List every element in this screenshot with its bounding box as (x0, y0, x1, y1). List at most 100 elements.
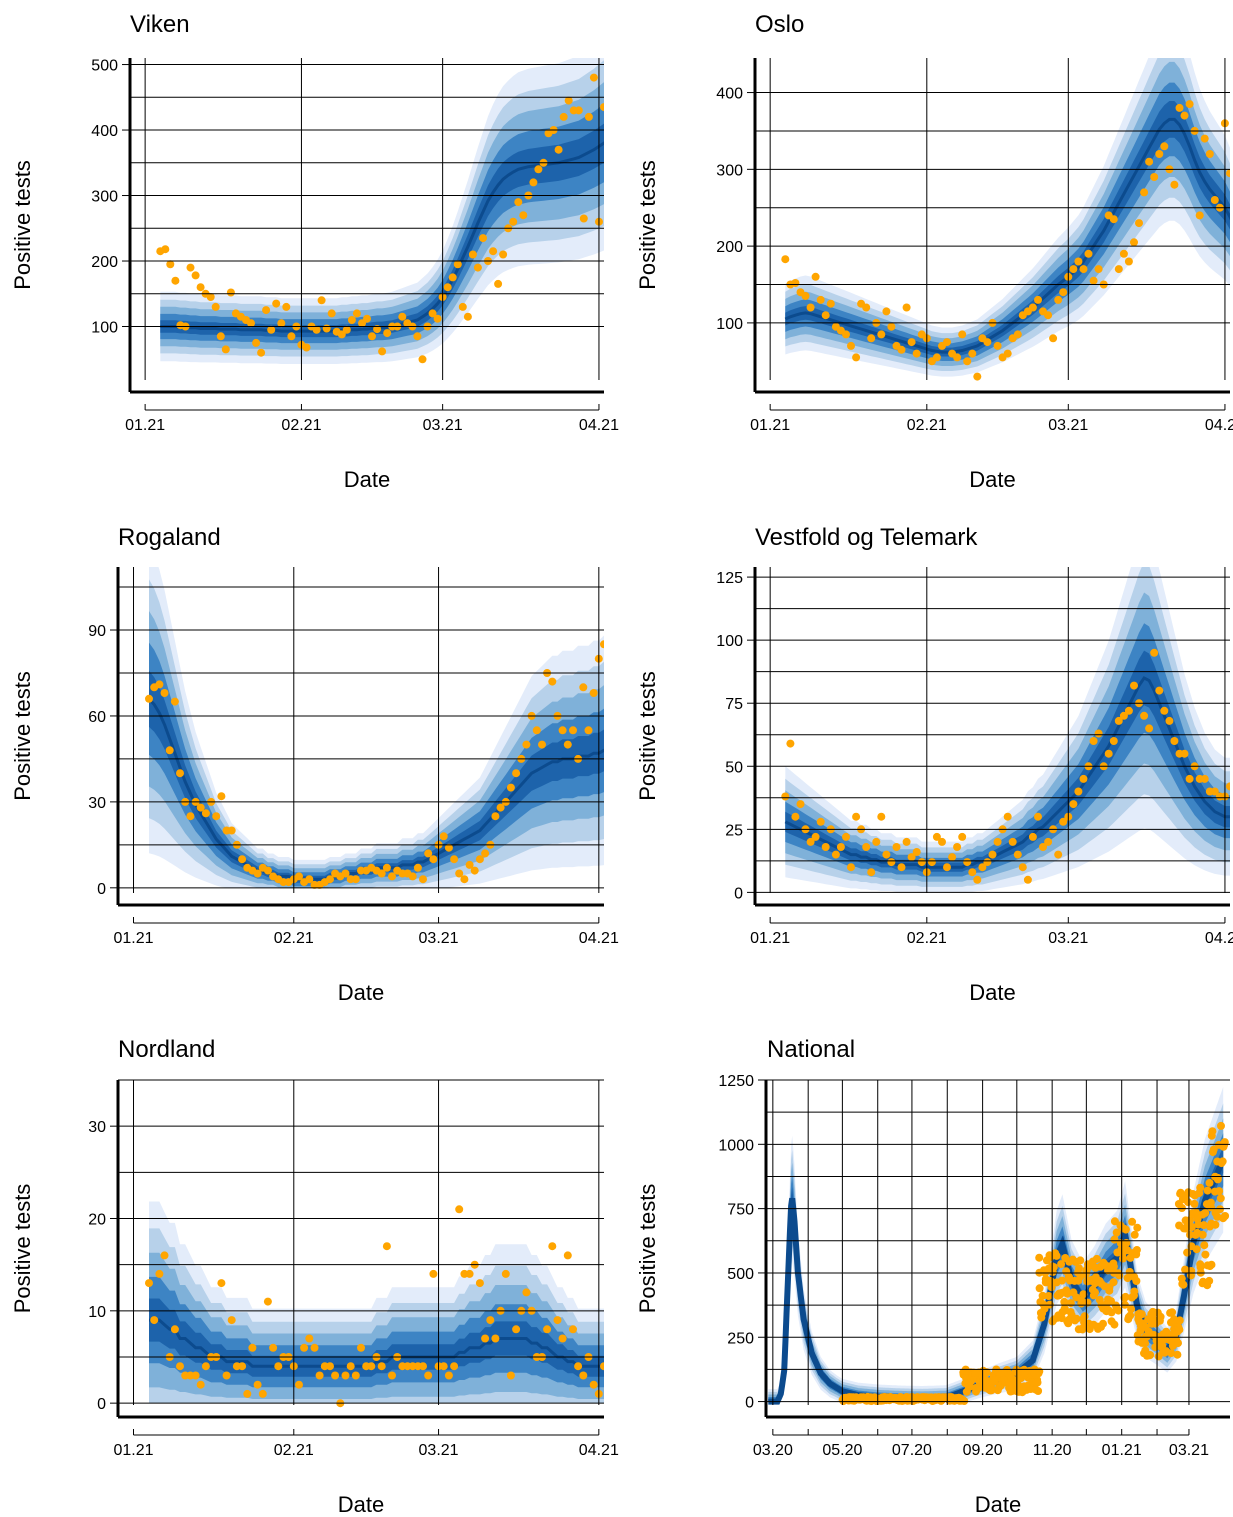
observed-point (1109, 1262, 1118, 1271)
observed-point (1078, 1325, 1087, 1334)
observed-point (938, 837, 946, 846)
observed-point (993, 837, 1002, 846)
observed-point (532, 726, 541, 735)
observed-point (569, 726, 577, 735)
observed-point (1145, 724, 1154, 733)
observed-point (347, 316, 356, 324)
observed-point (791, 812, 800, 821)
credible-band-2 (785, 567, 1230, 887)
observed-point (791, 279, 800, 287)
observed-point (458, 302, 467, 311)
observed-point (862, 303, 871, 312)
x-tick-label: 03.20 (753, 1442, 793, 1459)
observed-point (831, 850, 840, 859)
observed-point (897, 863, 906, 872)
observed-point (907, 853, 916, 862)
observed-point (983, 338, 992, 347)
observed-point (1130, 1287, 1139, 1296)
observed-point (1175, 1316, 1184, 1325)
observed-point (589, 1380, 598, 1389)
observed-point (584, 726, 593, 735)
observed-point (373, 325, 382, 334)
grid-lines (118, 567, 604, 893)
observed-point (341, 869, 350, 878)
observed-point (958, 330, 967, 339)
observed-point (1044, 837, 1053, 846)
observed-point (1035, 1284, 1044, 1293)
observed-point (267, 325, 276, 334)
observed-point (912, 349, 921, 358)
observed-point (222, 1371, 231, 1380)
plot-area (781, 567, 1230, 893)
x-axis-title: Date (344, 467, 390, 492)
observed-point (867, 868, 876, 877)
panel-rogaland: Rogaland 0 30 60 90 01.21 02.21 03.21 04.21 Date P… (10, 524, 634, 1005)
observed-point (1146, 1351, 1155, 1359)
plot-area (781, 58, 1230, 381)
observed-point (444, 843, 453, 852)
observed-point (953, 843, 962, 851)
observed-point (1092, 1254, 1101, 1263)
observed-point (1126, 1311, 1135, 1320)
observed-point (196, 803, 205, 812)
x-tick-label: 07.20 (892, 1442, 932, 1459)
observed-point (295, 872, 303, 881)
observed-point (1185, 1216, 1194, 1225)
observed-point (305, 875, 314, 884)
observed-point (1114, 265, 1123, 274)
observed-point (460, 875, 469, 884)
observed-point (968, 868, 977, 877)
observed-point (388, 872, 396, 881)
observed-point (310, 1343, 319, 1352)
observed-points (838, 1121, 1230, 1406)
credible-band-3 (785, 592, 1230, 882)
observed-point (1215, 1187, 1224, 1196)
observed-point (248, 1343, 257, 1352)
x-tick-label: 03.21 (419, 1442, 459, 1459)
observed-point (155, 1269, 164, 1278)
y-tick-label: 500 (91, 58, 118, 75)
observed-point (1210, 787, 1219, 796)
observed-point (1084, 249, 1093, 258)
observed-point (626, 812, 634, 820)
observed-point (351, 1371, 360, 1380)
observed-point (479, 234, 487, 243)
observed-point (548, 677, 557, 686)
observed-point (1110, 1217, 1119, 1226)
observed-point (852, 353, 861, 362)
observed-point (631, 1372, 639, 1380)
observed-point (1155, 150, 1164, 158)
observed-point (621, 784, 629, 792)
observed-point (448, 273, 457, 282)
observed-point (424, 849, 433, 858)
observed-point (615, 224, 623, 232)
observed-point (1003, 349, 1012, 358)
observed-point (1200, 134, 1209, 143)
observed-point (836, 843, 845, 851)
observed-point (253, 1380, 262, 1389)
observed-point (481, 1334, 490, 1343)
observed-point (1119, 1254, 1127, 1263)
observed-point (626, 1381, 634, 1389)
observed-point (429, 855, 438, 864)
observed-point (872, 837, 881, 846)
observed-point (176, 1362, 184, 1371)
median-line (149, 1318, 604, 1368)
observed-point (862, 843, 871, 851)
observed-point (1034, 295, 1042, 304)
observed-point (258, 1389, 267, 1398)
observed-point (1180, 749, 1189, 758)
panel-title: Oslo (755, 11, 804, 38)
observed-point (346, 1362, 355, 1371)
observed-point (584, 112, 593, 121)
observed-point (1179, 1280, 1188, 1289)
observed-point (475, 855, 484, 864)
observed-point (450, 1362, 459, 1371)
observed-point (1028, 303, 1037, 312)
observed-point (1200, 774, 1209, 783)
observed-point (1110, 1235, 1119, 1244)
observed-point (238, 855, 247, 864)
observed-point (160, 1251, 169, 1260)
observed-point (1210, 196, 1219, 204)
